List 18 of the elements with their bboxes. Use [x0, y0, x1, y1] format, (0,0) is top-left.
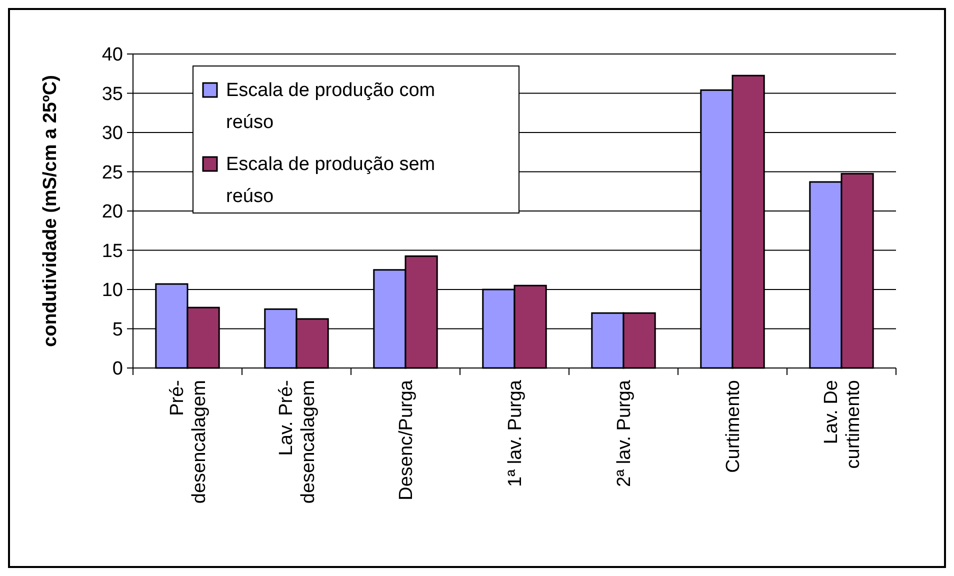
- y-tick-label: 10: [102, 280, 123, 302]
- y-axis-title: condutividade (mS/cm a 25ºC): [40, 75, 61, 347]
- y-tick-label: 20: [102, 202, 123, 223]
- x-tick-label: Pré- desencalagem: [167, 380, 210, 504]
- y-tick-label: 15: [102, 240, 123, 262]
- y-tick-label: 0: [112, 358, 123, 380]
- x-tick-label: 1ª lav. Purga: [505, 380, 526, 488]
- y-tick-label: 5: [112, 319, 123, 340]
- legend-label: Escala de produção sem reúso: [226, 154, 436, 207]
- x-tick-label: Curtimento: [723, 380, 744, 473]
- x-tick-label: Lav. De curtimento: [821, 380, 864, 469]
- y-tick-label: 40: [102, 44, 123, 66]
- y-tick-label: 25: [102, 162, 123, 184]
- x-tick-label: Desenc/Purga: [396, 380, 418, 500]
- x-tick-label: 2ª lav. Purga: [614, 380, 636, 488]
- y-tick-label: 35: [102, 84, 123, 105]
- legend-label: Escala de produção com reúso: [226, 80, 436, 133]
- y-tick-label: 30: [102, 123, 123, 144]
